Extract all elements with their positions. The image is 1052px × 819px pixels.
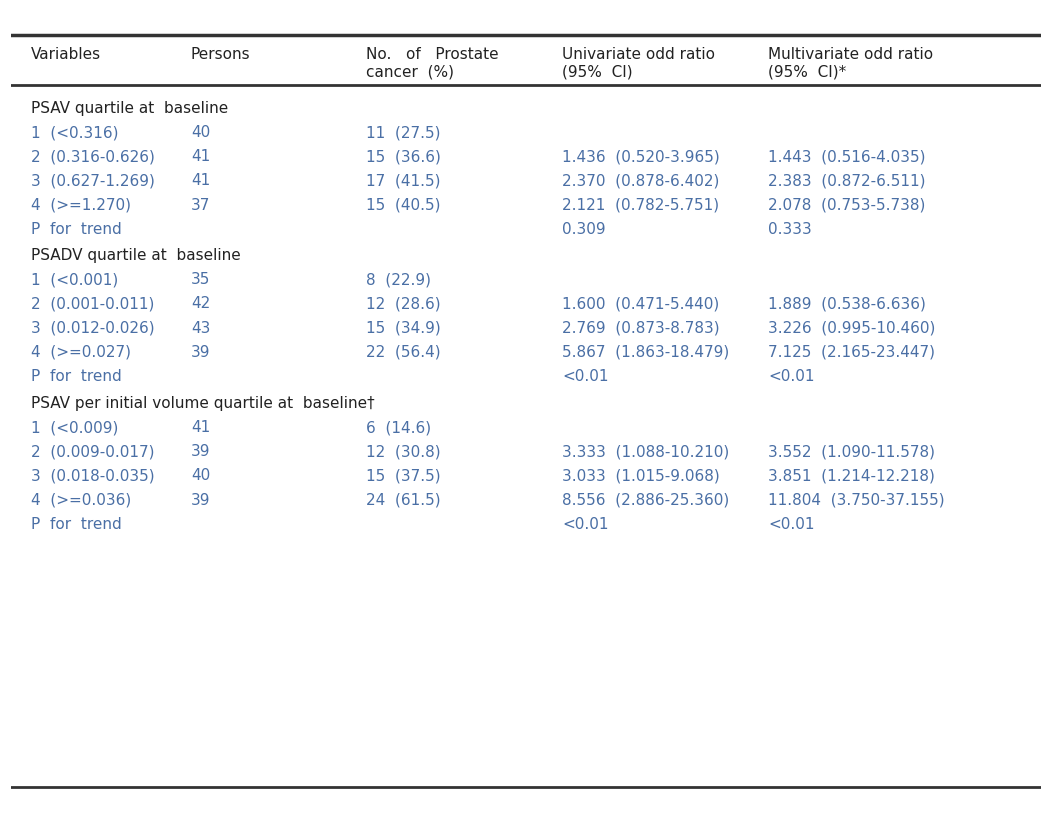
Text: 41: 41	[191, 174, 210, 188]
Text: 3  (0.018-0.035): 3 (0.018-0.035)	[32, 468, 155, 483]
Text: 37: 37	[191, 197, 210, 212]
Text: 3.033  (1.015-9.068): 3.033 (1.015-9.068)	[562, 468, 720, 483]
Text: <0.01: <0.01	[768, 516, 815, 531]
Text: 1.443  (0.516-4.035): 1.443 (0.516-4.035)	[768, 149, 926, 164]
Text: cancer  (%): cancer (%)	[366, 65, 454, 80]
Text: 2.078  (0.753-5.738): 2.078 (0.753-5.738)	[768, 197, 926, 212]
Text: 15  (40.5): 15 (40.5)	[366, 197, 441, 212]
Text: P  for  trend: P for trend	[32, 516, 122, 531]
Text: 3.333  (1.088-10.210): 3.333 (1.088-10.210)	[562, 444, 729, 459]
Text: <0.01: <0.01	[562, 516, 609, 531]
Text: 40: 40	[191, 468, 210, 483]
Text: (95%  CI)*: (95% CI)*	[768, 65, 847, 80]
Text: 7.125  (2.165-23.447): 7.125 (2.165-23.447)	[768, 344, 935, 360]
Text: 41: 41	[191, 149, 210, 164]
Text: 4  (>=0.036): 4 (>=0.036)	[32, 492, 132, 507]
Text: 41: 41	[191, 419, 210, 435]
Text: 2.383  (0.872-6.511): 2.383 (0.872-6.511)	[768, 174, 926, 188]
Text: 3.851  (1.214-12.218): 3.851 (1.214-12.218)	[768, 468, 935, 483]
Text: 1.600  (0.471-5.440): 1.600 (0.471-5.440)	[562, 296, 720, 311]
Text: PSAV per initial volume quartile at  baseline†: PSAV per initial volume quartile at base…	[32, 396, 375, 410]
Text: 8  (22.9): 8 (22.9)	[366, 272, 431, 287]
Text: 1  (<0.316): 1 (<0.316)	[32, 125, 119, 140]
Text: 24  (61.5): 24 (61.5)	[366, 492, 441, 507]
Text: Variables: Variables	[32, 48, 101, 62]
Text: 12  (28.6): 12 (28.6)	[366, 296, 441, 311]
Text: <0.01: <0.01	[768, 369, 815, 383]
Text: PSADV quartile at  baseline: PSADV quartile at baseline	[32, 248, 241, 263]
Text: Persons: Persons	[191, 48, 250, 62]
Text: 11  (27.5): 11 (27.5)	[366, 125, 441, 140]
Text: 2.370  (0.878-6.402): 2.370 (0.878-6.402)	[562, 174, 720, 188]
Text: 15  (37.5): 15 (37.5)	[366, 468, 441, 483]
Text: 3.226  (0.995-10.460): 3.226 (0.995-10.460)	[768, 320, 935, 335]
Text: 2.121  (0.782-5.751): 2.121 (0.782-5.751)	[562, 197, 720, 212]
Text: Univariate odd ratio: Univariate odd ratio	[562, 48, 715, 62]
Text: 1.436  (0.520-3.965): 1.436 (0.520-3.965)	[562, 149, 720, 164]
Text: 17  (41.5): 17 (41.5)	[366, 174, 441, 188]
Text: 39: 39	[191, 444, 210, 459]
Text: 2  (0.316-0.626): 2 (0.316-0.626)	[32, 149, 155, 164]
Text: 2.769  (0.873-8.783): 2.769 (0.873-8.783)	[562, 320, 720, 335]
Text: <0.01: <0.01	[562, 369, 609, 383]
Text: 8.556  (2.886-25.360): 8.556 (2.886-25.360)	[562, 492, 729, 507]
Text: 4  (>=0.027): 4 (>=0.027)	[32, 344, 132, 360]
Text: 11.804  (3.750-37.155): 11.804 (3.750-37.155)	[768, 492, 945, 507]
Text: 1.889  (0.538-6.636): 1.889 (0.538-6.636)	[768, 296, 926, 311]
Text: No.   of   Prostate: No. of Prostate	[366, 48, 499, 62]
Text: (95%  CI): (95% CI)	[562, 65, 632, 80]
Text: 3  (0.627-1.269): 3 (0.627-1.269)	[32, 174, 155, 188]
Text: 6  (14.6): 6 (14.6)	[366, 419, 431, 435]
Text: 40: 40	[191, 125, 210, 140]
Text: 0.309: 0.309	[562, 221, 606, 237]
Text: 1  (<0.001): 1 (<0.001)	[32, 272, 119, 287]
Text: 39: 39	[191, 344, 210, 360]
Text: 15  (36.6): 15 (36.6)	[366, 149, 441, 164]
Text: P  for  trend: P for trend	[32, 369, 122, 383]
Text: 2  (0.009-0.017): 2 (0.009-0.017)	[32, 444, 155, 459]
Text: 1  (<0.009): 1 (<0.009)	[32, 419, 119, 435]
Text: 39: 39	[191, 492, 210, 507]
Text: 35: 35	[191, 272, 210, 287]
Text: 43: 43	[191, 320, 210, 335]
Text: PSAV quartile at  baseline: PSAV quartile at baseline	[32, 101, 228, 116]
Text: 22  (56.4): 22 (56.4)	[366, 344, 441, 360]
Text: 2  (0.001-0.011): 2 (0.001-0.011)	[32, 296, 155, 311]
Text: 3  (0.012-0.026): 3 (0.012-0.026)	[32, 320, 155, 335]
Text: 42: 42	[191, 296, 210, 311]
Text: 5.867  (1.863-18.479): 5.867 (1.863-18.479)	[562, 344, 729, 360]
Text: Multivariate odd ratio: Multivariate odd ratio	[768, 48, 933, 62]
Text: 0.333: 0.333	[768, 221, 812, 237]
Text: 3.552  (1.090-11.578): 3.552 (1.090-11.578)	[768, 444, 935, 459]
Text: 4  (>=1.270): 4 (>=1.270)	[32, 197, 132, 212]
Text: P  for  trend: P for trend	[32, 221, 122, 237]
Text: 12  (30.8): 12 (30.8)	[366, 444, 441, 459]
Text: 15  (34.9): 15 (34.9)	[366, 320, 441, 335]
